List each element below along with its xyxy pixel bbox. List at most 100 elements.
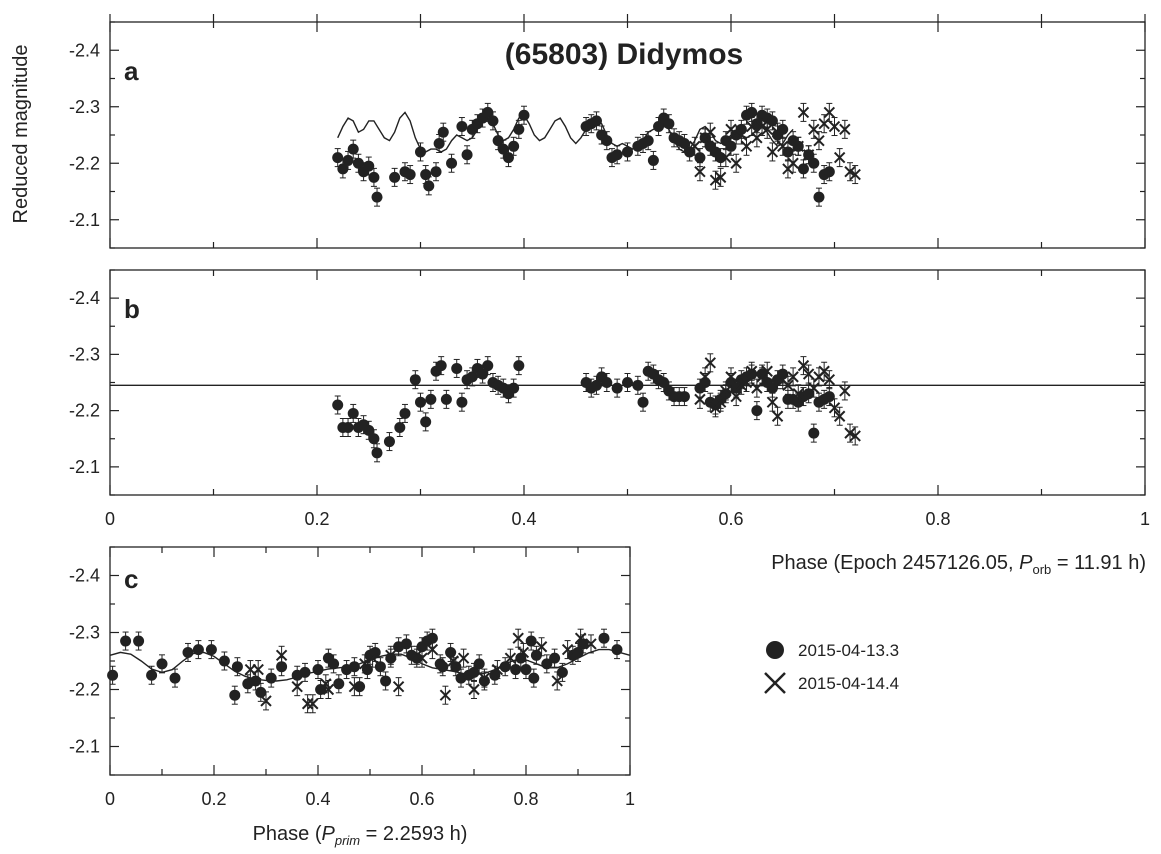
data-point-night2: [797, 106, 810, 119]
data-point-night1: [363, 160, 375, 172]
y-tick-label-c: -2.4: [69, 566, 100, 586]
data-point-night2: [751, 382, 763, 394]
data-point-night2: [714, 396, 727, 408]
data-point-night2: [740, 376, 753, 389]
x-tick-label-b: 0.4: [511, 509, 536, 529]
data-point-night2: [792, 140, 804, 153]
data-point-night1: [808, 157, 820, 169]
x-tick-label-c: 1: [625, 789, 635, 809]
data-point-night2: [745, 120, 758, 133]
data-point-night2: [699, 371, 711, 383]
data-point-night1: [250, 675, 262, 687]
data-point-night1: [725, 140, 737, 152]
data-point-night1: [371, 191, 383, 203]
data-point-night1: [611, 149, 623, 161]
data-point-night1: [337, 163, 349, 175]
panel-letter-b: b: [124, 294, 140, 324]
data-point-night2: [517, 646, 530, 659]
data-point-night1: [156, 658, 168, 670]
data-point-night1: [456, 396, 468, 408]
data-point-night2: [359, 658, 371, 670]
data-point-night2: [839, 123, 851, 136]
data-point-night1: [299, 666, 311, 678]
data-point-night2: [720, 385, 732, 397]
y-tick-label-b: -2.4: [69, 288, 100, 308]
x-tick-label-b: 1: [1140, 509, 1150, 529]
data-point-night1: [598, 632, 610, 644]
data-point-night1: [205, 644, 217, 656]
data-point-night1: [487, 115, 499, 127]
figure-title: (65803) Didymos: [505, 38, 743, 71]
data-point-night1: [510, 664, 522, 676]
data-point-night1: [513, 360, 525, 372]
data-point-night1: [420, 169, 432, 181]
x-tick-label-c: 0.2: [201, 789, 226, 809]
data-point-night2: [808, 382, 820, 394]
data-point-night1: [549, 652, 561, 664]
x-tick-label-c: 0.6: [409, 789, 434, 809]
data-point-night1: [520, 664, 532, 676]
data-point-night2: [720, 151, 732, 164]
data-point-night1: [797, 163, 809, 175]
data-point-night2: [828, 120, 841, 133]
data-point-night1: [446, 157, 458, 169]
data-point-night1: [342, 154, 354, 166]
data-point-night1: [601, 377, 613, 388]
x-tick-label-c: 0.4: [305, 789, 330, 809]
data-point-night1: [430, 166, 442, 178]
x-tick-label-c: 0.8: [513, 789, 538, 809]
data-point-night2: [839, 385, 851, 397]
data-point-night1: [632, 379, 644, 391]
data-point-night1: [363, 424, 375, 436]
data-point-night1: [368, 433, 380, 445]
data-point-night1: [133, 635, 145, 647]
data-point-night2: [823, 373, 836, 386]
y-tick-label-c: -2.1: [69, 737, 100, 757]
data-point-night1: [528, 672, 540, 684]
data-point-night1: [342, 422, 354, 433]
data-point-night1: [513, 123, 525, 135]
data-point-night1: [813, 191, 825, 203]
data-point-night2: [833, 151, 846, 164]
data-point-night1: [508, 140, 520, 152]
legend-label-night2: 2015-04-14.4: [798, 674, 899, 693]
data-point-night2: [301, 698, 314, 710]
legend: 2015-04-13.3 2015-04-14.4: [764, 641, 899, 694]
data-point-night1: [332, 399, 344, 411]
x-tick-label-b: 0.8: [925, 509, 950, 529]
data-point-night2: [808, 123, 820, 136]
data-point-night1: [456, 121, 468, 133]
data-point-night2: [439, 689, 452, 701]
data-point-night2: [574, 632, 587, 644]
data-point-night1: [502, 152, 514, 164]
data-point-night2: [823, 106, 836, 119]
y-axis-title: Reduced magnitude: [10, 44, 32, 223]
data-point-night1: [658, 377, 670, 388]
data-point-night1: [601, 135, 613, 147]
data-point-night1: [352, 157, 364, 169]
data-point-night1: [572, 646, 584, 658]
data-point-night1: [751, 118, 763, 130]
data-point-night1: [415, 396, 426, 408]
data-point-night1: [492, 135, 504, 147]
data-point-night2: [777, 140, 789, 153]
data-point-night2: [766, 396, 779, 408]
data-point-night1: [497, 143, 509, 155]
data-point-night2: [551, 675, 563, 687]
y-tick-label-b: -2.3: [69, 344, 100, 364]
legend-marker-night2-b: [764, 672, 786, 694]
data-point-night1: [399, 407, 411, 419]
data-point-night1: [420, 416, 432, 428]
data-point-night1: [530, 649, 542, 661]
data-point-night2: [725, 371, 737, 383]
data-point-night1: [265, 672, 277, 684]
data-point-night2: [704, 126, 717, 138]
panel-letter-c: c: [124, 564, 138, 594]
data-point-night2: [766, 146, 779, 158]
data-point-night1: [440, 393, 452, 405]
data-point-night2: [260, 695, 272, 707]
data-point-night1: [622, 146, 633, 158]
x-axis-title-prim: Phase (Pprim = 2.2593 h): [253, 823, 468, 848]
data-point-night2: [787, 157, 799, 169]
